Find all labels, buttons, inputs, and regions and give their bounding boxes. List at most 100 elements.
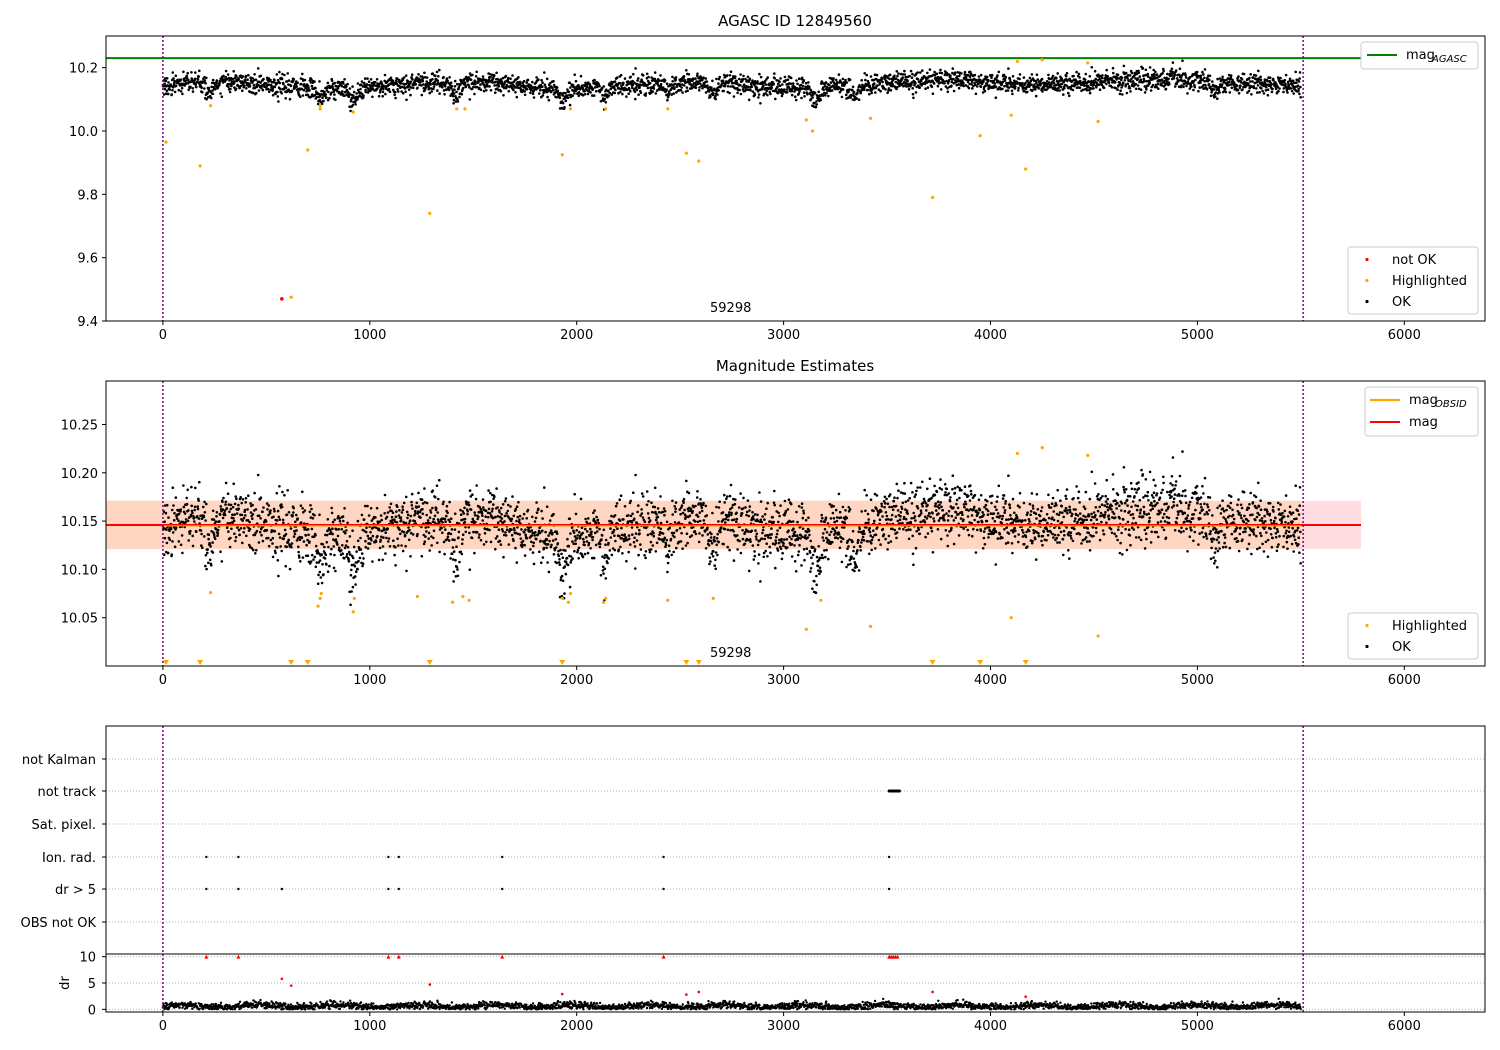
ok-point <box>1211 80 1214 83</box>
ok-point <box>231 513 234 517</box>
ok-point <box>182 484 185 487</box>
ok-point <box>450 528 454 531</box>
ok-point <box>509 505 512 508</box>
ok-point <box>448 500 451 504</box>
ok-point <box>292 77 296 81</box>
ok-point <box>223 509 227 512</box>
ok-point <box>1120 78 1123 82</box>
ok-point <box>1106 75 1109 78</box>
ok-point <box>568 585 572 589</box>
ok-point <box>273 79 276 82</box>
ok-point <box>571 557 574 560</box>
ok-point <box>416 532 419 536</box>
ok-point <box>443 552 446 556</box>
ok-point <box>985 75 989 79</box>
ok-point <box>1004 89 1008 93</box>
ok-point <box>425 501 429 505</box>
ok-point <box>889 88 893 92</box>
ok-point <box>404 74 408 77</box>
ok-point <box>445 514 448 518</box>
ok-point <box>910 83 913 86</box>
ok-point <box>797 77 801 80</box>
ok-point <box>515 95 519 99</box>
ok-point <box>438 550 441 554</box>
ok-point <box>316 582 320 585</box>
ok-point <box>204 82 207 85</box>
ok-point <box>505 85 509 88</box>
ok-point <box>526 78 530 82</box>
ok-point <box>1088 88 1091 92</box>
ok-point <box>445 504 449 508</box>
ok-point <box>402 76 406 79</box>
ok-point <box>165 89 169 92</box>
ok-point <box>305 543 308 547</box>
ok-point <box>581 531 584 535</box>
ok-point <box>646 512 650 515</box>
ok-point <box>398 78 401 82</box>
ok-point <box>1291 79 1295 82</box>
highlighted-point <box>351 110 355 114</box>
ok-point <box>577 91 581 94</box>
ok-point <box>507 543 511 546</box>
ok-point <box>747 85 750 89</box>
ok-point <box>400 511 404 514</box>
ok-point <box>1035 73 1039 76</box>
ok-point <box>716 93 719 96</box>
ok-point <box>484 515 488 518</box>
ok-point <box>504 74 508 78</box>
ok-point <box>425 80 429 83</box>
ok-point <box>647 500 650 503</box>
ok-point <box>446 511 449 514</box>
ok-point <box>304 534 308 537</box>
ok-point <box>802 79 806 83</box>
ok-point <box>749 89 752 92</box>
ok-point <box>199 514 202 518</box>
ok-point <box>455 90 458 94</box>
ok-point <box>171 486 175 490</box>
ok-point <box>383 528 386 531</box>
ok-point <box>495 71 498 75</box>
ok-point <box>232 517 235 520</box>
ok-point <box>844 93 848 97</box>
ok-point <box>566 537 569 541</box>
ok-point <box>360 80 364 83</box>
ok-point <box>276 559 280 562</box>
ok-point <box>364 90 368 94</box>
ok-point <box>566 88 569 91</box>
ok-point <box>671 80 674 83</box>
ok-point <box>307 86 310 90</box>
ok-point <box>978 78 982 82</box>
ok-point <box>539 539 542 543</box>
agasc-xtick-label: 3000 <box>767 328 800 343</box>
ok-point <box>228 82 232 86</box>
ok-point <box>1120 86 1123 89</box>
ok-point <box>1259 78 1263 82</box>
ok-point <box>259 81 262 84</box>
ok-point <box>1201 70 1204 74</box>
ok-point <box>881 80 884 84</box>
ok-point <box>967 86 971 90</box>
ok-point <box>232 519 236 523</box>
ok-point <box>579 536 582 540</box>
ok-point <box>1248 86 1251 90</box>
ok-point <box>561 94 565 97</box>
ok-point <box>569 86 572 89</box>
ok-point <box>347 560 351 563</box>
ok-point <box>267 90 271 93</box>
ok-point <box>437 75 440 78</box>
ok-point <box>173 511 176 515</box>
ok-point <box>396 77 399 81</box>
ok-point <box>498 539 502 543</box>
ok-point <box>165 77 169 80</box>
ok-point <box>1058 79 1062 82</box>
ok-point <box>454 558 457 562</box>
ok-point <box>526 508 530 512</box>
ok-point <box>945 71 949 75</box>
ok-point <box>604 101 608 104</box>
ok-point <box>272 507 276 511</box>
ok-point <box>251 503 254 507</box>
ok-point <box>380 518 384 522</box>
ok-point <box>558 96 562 100</box>
ok-point <box>268 511 272 515</box>
ok-point <box>487 515 490 519</box>
